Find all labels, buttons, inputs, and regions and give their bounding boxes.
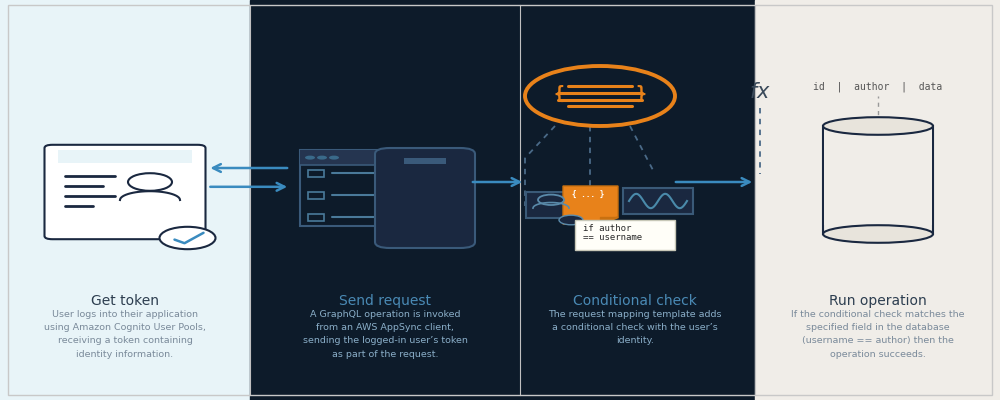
Bar bbox=[824, 126, 932, 225]
Bar bbox=[308, 192, 324, 199]
Bar bbox=[526, 192, 576, 218]
Text: Send request: Send request bbox=[339, 294, 431, 308]
Circle shape bbox=[305, 156, 315, 160]
Bar bbox=[300, 150, 415, 226]
Circle shape bbox=[128, 173, 172, 191]
Text: Conditional check: Conditional check bbox=[573, 294, 697, 308]
Text: User logs into their application
using Amazon Cognito User Pools,
receiving a to: User logs into their application using A… bbox=[44, 310, 206, 359]
FancyBboxPatch shape bbox=[375, 148, 475, 248]
Polygon shape bbox=[563, 186, 618, 224]
Text: { ... }: { ... } bbox=[572, 190, 604, 199]
FancyBboxPatch shape bbox=[45, 145, 206, 239]
Bar bbox=[250, 0, 520, 400]
Text: If the conditional check matches the
specified field in the database
(username =: If the conditional check matches the spe… bbox=[791, 310, 965, 359]
Bar bbox=[0, 0, 250, 400]
Ellipse shape bbox=[823, 225, 933, 243]
Ellipse shape bbox=[823, 117, 933, 135]
Circle shape bbox=[525, 66, 675, 126]
Bar bbox=[308, 170, 324, 177]
Bar bbox=[520, 0, 755, 400]
Bar bbox=[300, 150, 415, 165]
Bar bbox=[755, 0, 1000, 400]
Bar bbox=[308, 214, 324, 221]
Polygon shape bbox=[600, 217, 618, 224]
Bar bbox=[623, 188, 693, 214]
FancyBboxPatch shape bbox=[575, 220, 675, 250]
Text: if author: if author bbox=[583, 224, 631, 233]
Text: }: } bbox=[636, 85, 647, 103]
Text: == username: == username bbox=[583, 234, 642, 242]
Circle shape bbox=[317, 156, 327, 160]
Circle shape bbox=[559, 215, 583, 225]
Text: A GraphQL operation is invoked
from an AWS AppSync client,
sending the logged-in: A GraphQL operation is invoked from an A… bbox=[303, 310, 467, 359]
Circle shape bbox=[160, 227, 216, 249]
Text: Get token: Get token bbox=[91, 294, 159, 308]
Text: id  |  author  |  data: id | author | data bbox=[813, 82, 943, 92]
Text: The request mapping template adds
a conditional check with the user’s
identity.: The request mapping template adds a cond… bbox=[548, 310, 722, 346]
Bar bbox=[58, 150, 192, 163]
Text: Run operation: Run operation bbox=[829, 294, 927, 308]
Text: {: { bbox=[553, 85, 564, 103]
Text: $\mathit{fx}$: $\mathit{fx}$ bbox=[749, 82, 771, 102]
Circle shape bbox=[538, 194, 564, 205]
Bar bbox=[404, 158, 446, 164]
Circle shape bbox=[329, 156, 339, 160]
Bar bbox=[823, 126, 933, 234]
